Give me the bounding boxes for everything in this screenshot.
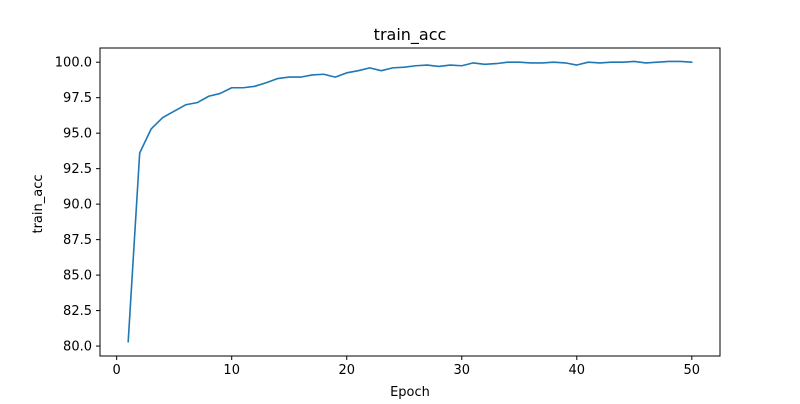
x-axis: 0 10 20 30 40 50 — [113, 356, 701, 378]
y-tick-label: 80.0 — [63, 340, 92, 355]
x-tick-label: 20 — [338, 363, 355, 378]
y-tick-label: 90.0 — [63, 198, 92, 213]
x-tick-label: 0 — [113, 363, 121, 378]
x-axis-label: Epoch — [390, 385, 430, 400]
plot-area — [99, 47, 721, 357]
y-tick-label: 97.5 — [63, 91, 92, 106]
x-tick-label: 10 — [223, 363, 240, 378]
series-line-0 — [127, 60, 693, 343]
y-tick-label: 95.0 — [63, 127, 92, 142]
y-tick-label: 100.0 — [55, 56, 92, 71]
plot-frame — [99, 47, 721, 357]
y-tick-label: 87.5 — [63, 233, 92, 248]
y-axis-label: train_acc — [31, 174, 46, 233]
y-tick-label: 82.5 — [63, 304, 92, 319]
y-tick-label: 85.0 — [63, 269, 92, 284]
chart-title: train_acc — [374, 25, 447, 45]
x-tick-label: 30 — [453, 363, 470, 378]
y-axis: 80.0 82.5 85.0 87.5 90.0 92.5 95.0 97.5 100.0 — [55, 56, 100, 355]
x-tick-label: 50 — [684, 363, 701, 378]
series-layer — [127, 60, 693, 343]
y-tick-label: 92.5 — [63, 162, 92, 177]
x-tick-label: 40 — [569, 363, 586, 378]
